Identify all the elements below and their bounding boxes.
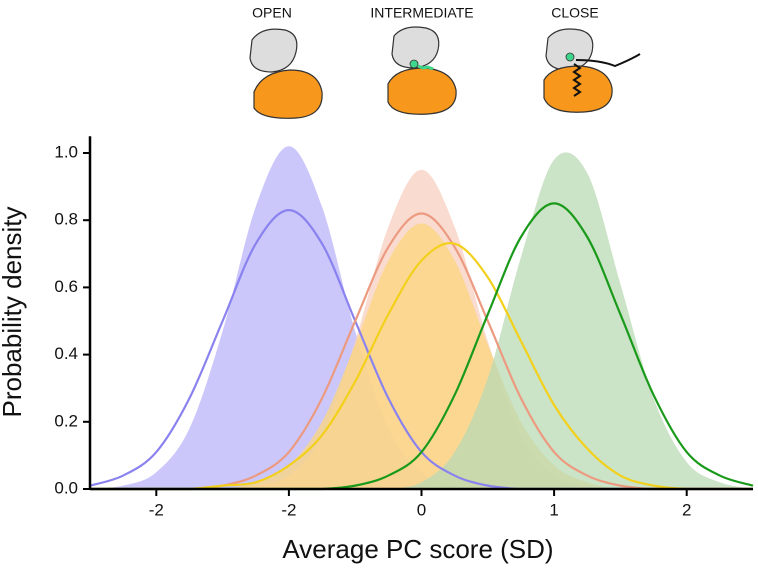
x-tick-label: 1 <box>549 500 558 519</box>
icon-ligand <box>417 64 434 71</box>
y-tick-label: 0.8 <box>54 210 78 229</box>
icon-ligand <box>565 52 575 62</box>
x-axis-title: Average PC score (SD) <box>282 534 553 564</box>
x-tick-label: 2 <box>682 500 691 519</box>
y-tick-label: 0.6 <box>54 277 78 296</box>
icon-lobe <box>249 28 298 73</box>
x-tick-label: -2 <box>281 500 296 519</box>
icon-lobe <box>391 26 440 69</box>
x-tick-label: 0 <box>417 500 426 519</box>
icon-lobe <box>253 69 323 119</box>
density-area <box>90 223 753 489</box>
icon-lobe <box>545 28 594 71</box>
annotation: INTERMEDIATE <box>370 5 473 21</box>
y-axis-title: Probability density <box>0 207 27 418</box>
x-tick-label: -2 <box>149 500 164 519</box>
icon-chain <box>575 53 641 68</box>
icon-chain <box>572 63 582 97</box>
icons <box>249 26 641 119</box>
annotation: CLOSE <box>551 5 598 21</box>
annotation: OPEN <box>252 5 292 21</box>
y-tick-label: 0.0 <box>54 478 78 497</box>
icon-lobe <box>543 65 613 113</box>
y-tick-label: 0.4 <box>54 344 78 363</box>
icon-lobe <box>387 67 457 115</box>
y-tick-label: 1.0 <box>54 142 78 161</box>
density-area <box>90 146 753 489</box>
icon-ligand <box>409 59 419 69</box>
y-tick-label: 0.2 <box>54 411 78 430</box>
